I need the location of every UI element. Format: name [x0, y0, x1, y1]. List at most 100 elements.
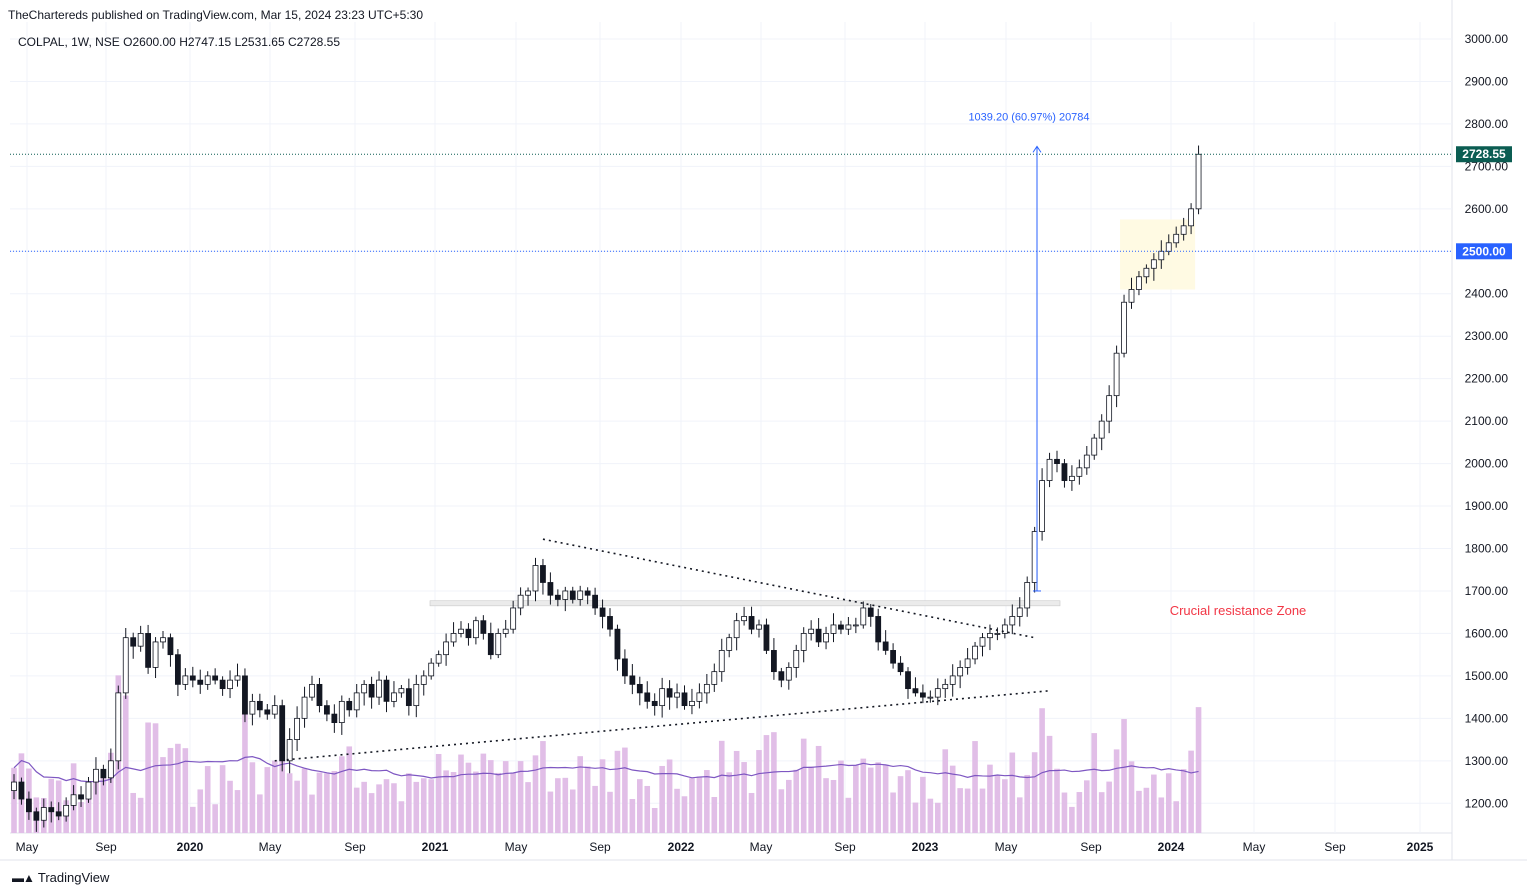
x-tick-label[interactable]: May	[1243, 840, 1266, 854]
candle-body[interactable]	[376, 679, 382, 698]
candle-body[interactable]	[636, 683, 643, 694]
candle-body[interactable]	[584, 590, 591, 596]
candle-body[interactable]	[771, 650, 777, 673]
candle-body[interactable]	[465, 628, 472, 639]
x-tick-label[interactable]: 2020	[177, 840, 204, 854]
candle-body[interactable]	[1188, 208, 1194, 227]
candle-body[interactable]	[957, 667, 964, 677]
candle-body[interactable]	[920, 692, 926, 698]
candle-body[interactable]	[659, 688, 666, 707]
candle-body[interactable]	[897, 662, 904, 673]
candle-body[interactable]	[1009, 616, 1016, 626]
candle-body[interactable]	[93, 768, 99, 783]
candle-body[interactable]	[115, 692, 122, 762]
candle-body[interactable]	[614, 628, 621, 660]
candle-body[interactable]	[882, 641, 889, 651]
x-tick-label[interactable]: Sep	[589, 840, 611, 854]
candle-body[interactable]	[1016, 607, 1023, 617]
candle-body[interactable]	[167, 637, 174, 656]
candle-body[interactable]	[137, 633, 144, 647]
x-tick-label[interactable]: Sep	[834, 840, 856, 854]
x-tick-label[interactable]: Sep	[1080, 840, 1102, 854]
candle-body[interactable]	[711, 671, 718, 685]
candle-body[interactable]	[182, 675, 189, 685]
candle-body[interactable]	[189, 675, 196, 681]
candle-body[interactable]	[264, 709, 271, 715]
candle-body[interactable]	[532, 565, 539, 592]
candle-body[interactable]	[502, 628, 509, 634]
candle-body[interactable]	[838, 624, 844, 630]
last-price-tag[interactable]	[1456, 146, 1512, 163]
candle-body[interactable]	[756, 624, 762, 630]
candle-body[interactable]	[1136, 276, 1142, 290]
candle-body[interactable]	[867, 607, 874, 617]
candle-body[interactable]	[860, 607, 867, 626]
candle-body[interactable]	[145, 633, 152, 668]
candle-body[interactable]	[666, 688, 673, 698]
candle-body[interactable]	[927, 696, 934, 699]
candle-body[interactable]	[800, 633, 807, 651]
candle-body[interactable]	[815, 628, 822, 643]
candle-body[interactable]	[830, 624, 837, 634]
candle-body[interactable]	[1165, 242, 1172, 252]
candle-body[interactable]	[130, 637, 137, 647]
x-tick-label[interactable]: May	[505, 840, 528, 854]
candle-body[interactable]	[599, 607, 606, 617]
candle-body[interactable]	[271, 705, 278, 715]
candle-body[interactable]	[219, 679, 226, 690]
candle-body[interactable]	[547, 582, 554, 596]
candle-body[interactable]	[1113, 352, 1120, 397]
candle-body[interactable]	[70, 794, 77, 806]
candle-body[interactable]	[33, 811, 40, 821]
x-tick-label[interactable]: Sep	[1324, 840, 1346, 854]
candle-body[interactable]	[63, 805, 70, 817]
candle-body[interactable]	[472, 620, 479, 639]
candle-body[interactable]	[517, 594, 524, 609]
candle-body[interactable]	[987, 633, 993, 639]
candle-body[interactable]	[741, 616, 747, 622]
candle-body[interactable]	[696, 692, 703, 702]
candle-body[interactable]	[1083, 454, 1090, 469]
candle-body[interactable]	[972, 645, 978, 660]
candle-body[interactable]	[622, 658, 628, 677]
candle-body[interactable]	[942, 683, 949, 690]
candle-body[interactable]	[495, 633, 502, 656]
candle-body[interactable]	[413, 683, 420, 707]
candle-body[interactable]	[1046, 458, 1053, 481]
price-axis[interactable]: 1200.00 1300.00 1400.00 1500.00 1600.00 1700.…	[1456, 32, 1512, 810]
candle-body[interactable]	[346, 700, 353, 711]
candle-body[interactable]	[703, 683, 710, 694]
candle-body[interactable]	[644, 692, 651, 702]
x-tick-label[interactable]: 2022	[668, 840, 695, 854]
candle-body[interactable]	[607, 616, 613, 630]
candle-body[interactable]	[279, 705, 286, 762]
candle-body[interactable]	[309, 683, 315, 698]
candle-body[interactable]	[1106, 395, 1113, 422]
candle-body[interactable]	[890, 650, 896, 664]
x-tick-label[interactable]: Sep	[95, 840, 117, 854]
candle-body[interactable]	[651, 700, 658, 707]
candle-body[interactable]	[577, 590, 584, 600]
x-tick-label[interactable]: May	[750, 840, 773, 854]
candle-body[interactable]	[1098, 420, 1105, 439]
candle-body[interactable]	[1039, 480, 1045, 532]
candle-body[interactable]	[718, 650, 725, 673]
candle-body[interactable]	[450, 633, 457, 643]
candle-body[interactable]	[540, 565, 546, 583]
candle-body[interactable]	[107, 760, 114, 779]
x-tick-label[interactable]: May	[995, 840, 1018, 854]
candle-body[interactable]	[1180, 225, 1187, 235]
candle-body[interactable]	[934, 688, 941, 698]
candle-body[interactable]	[368, 683, 375, 698]
candle-body[interactable]	[331, 713, 338, 724]
candle-body[interactable]	[681, 692, 688, 707]
candle-body[interactable]	[592, 594, 598, 609]
candle-body[interactable]	[979, 637, 986, 647]
candle-body[interactable]	[763, 624, 770, 651]
candle-body[interactable]	[174, 654, 181, 685]
candle-body[interactable]	[1195, 153, 1202, 210]
candle-body[interactable]	[905, 671, 911, 690]
candle-body[interactable]	[353, 692, 360, 711]
tradingview-footer[interactable]: ▬▲ TradingView	[12, 870, 109, 885]
